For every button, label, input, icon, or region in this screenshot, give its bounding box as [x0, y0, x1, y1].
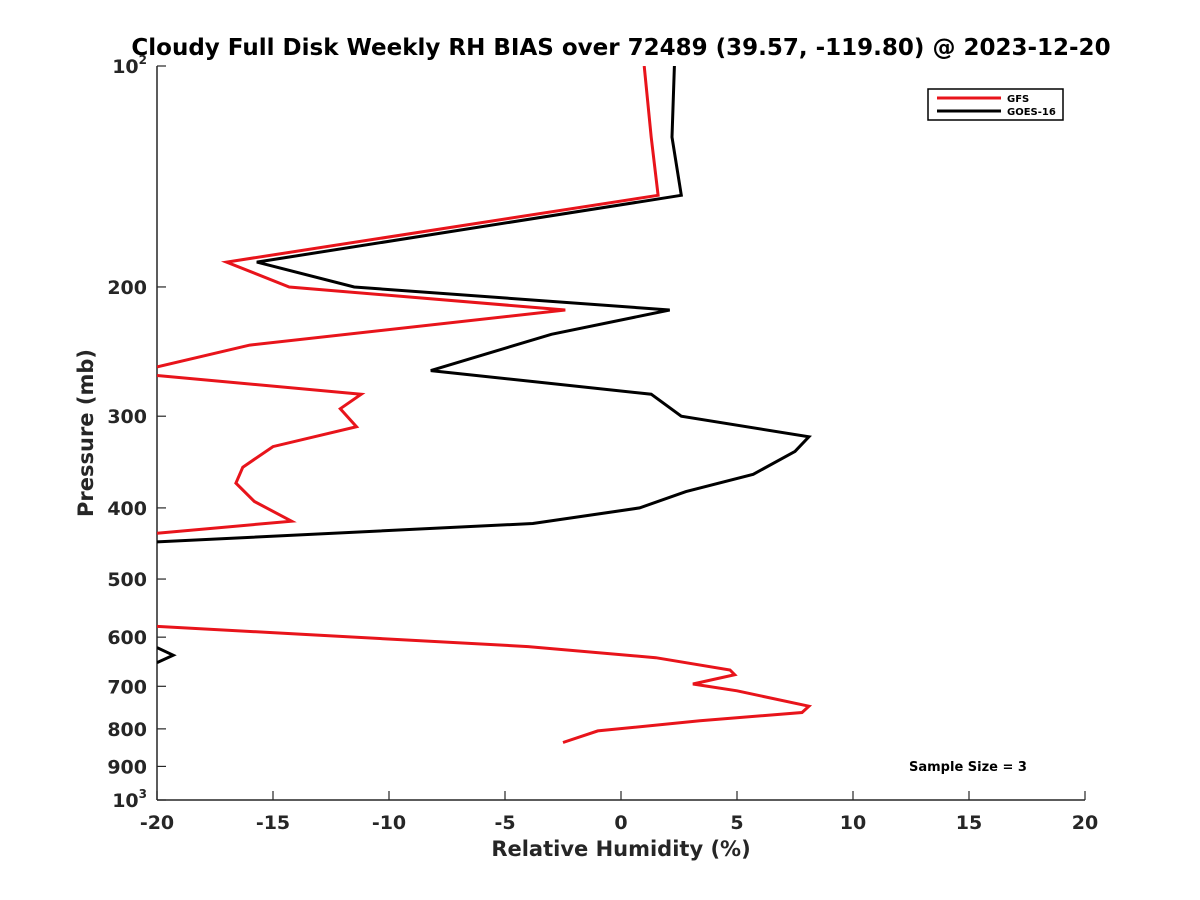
- legend-entry-label: GFS: [1007, 94, 1029, 105]
- series-layer: [157, 66, 813, 744]
- series-gfs: [157, 66, 813, 744]
- x-tick-label: -15: [256, 812, 290, 834]
- series-line-segment: [157, 66, 812, 544]
- x-tick-label: 20: [1072, 812, 1098, 834]
- x-tick-label: -5: [494, 812, 515, 834]
- legend: GFS GOES-16: [927, 88, 1064, 121]
- x-axis-label: Relative Humidity (%): [491, 837, 750, 861]
- series-line-segment: [157, 66, 660, 369]
- x-tick-label: 15: [956, 812, 982, 834]
- legend-entry-label: GOES-16: [1007, 107, 1056, 118]
- series-line-segment: [157, 374, 366, 535]
- y-tick-label: 800: [107, 719, 147, 741]
- series-line-segment: [157, 624, 813, 744]
- y-tick-label: 400: [107, 498, 147, 520]
- y-axis-label: Pressure (mb): [74, 349, 98, 517]
- sample-size-annotation: Sample Size = 3: [909, 760, 1027, 775]
- y-tick-label: 200: [107, 277, 147, 299]
- x-tick-label: -10: [372, 812, 406, 834]
- legend-box: [927, 88, 1064, 121]
- y-tick-label: 300: [107, 406, 147, 428]
- y-tick-label: 900: [107, 756, 147, 778]
- y-tick-label: 500: [107, 569, 147, 591]
- series-goes-16: [157, 66, 812, 665]
- x-tick-label: 10: [840, 812, 866, 834]
- series-line-segment: [157, 646, 177, 665]
- x-tick-label: 0: [614, 812, 627, 834]
- chart-title: Cloudy Full Disk Weekly RH BIAS over 724…: [131, 35, 1110, 61]
- axes: -20 -15 -10 -5 0 5 10 15 20 102 200 300 400 500 600 700…: [107, 53, 1098, 834]
- y-tick-label: 700: [107, 676, 147, 698]
- x-tick-label: -20: [140, 812, 174, 834]
- y-tick-label: 103: [112, 787, 147, 812]
- y-tick-label: 102: [112, 53, 147, 78]
- y-tick-label: 600: [107, 627, 147, 649]
- x-tick-label: 5: [730, 812, 743, 834]
